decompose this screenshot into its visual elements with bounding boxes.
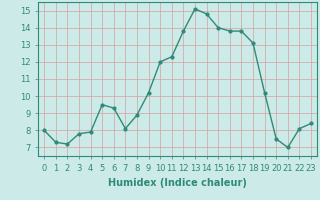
- X-axis label: Humidex (Indice chaleur): Humidex (Indice chaleur): [108, 178, 247, 188]
